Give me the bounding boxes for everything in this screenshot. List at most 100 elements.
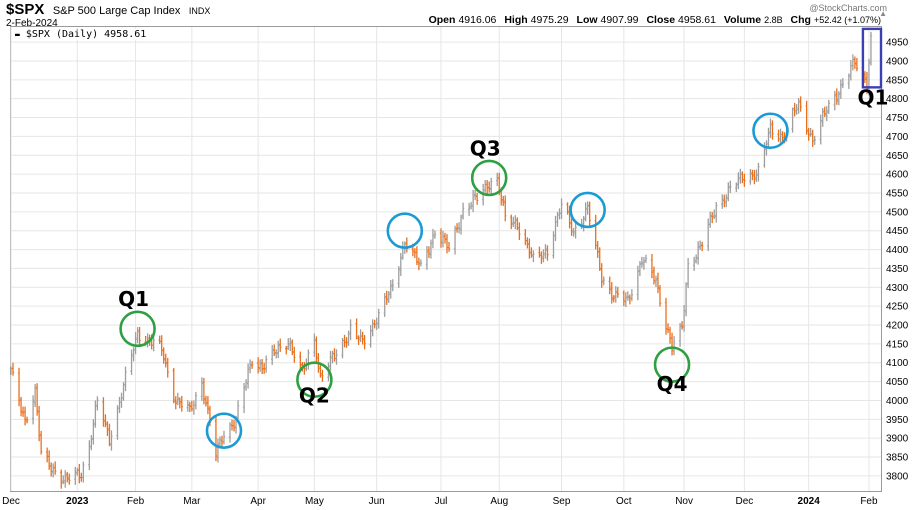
ohlc-readout: Open 4916.06 High 4975.29 Low 4907.99 Close… [424,14,881,26]
x-tick-label-5: May [305,496,324,507]
price-bar [172,367,175,404]
price-bar [528,238,531,259]
price-bar [242,382,246,414]
series-legend: ▬ $SPX (Daily) 4958.61 [13,29,149,40]
price-bar [92,419,95,445]
quarter-label-1: Q2 [299,383,330,407]
price-bar [823,106,826,118]
price-bar [680,321,684,330]
price-bar [439,228,443,248]
y-tick-label-17: 4650 [886,151,909,162]
price-bar [68,473,71,485]
price-bar [246,363,250,389]
price-bar [614,286,617,303]
y-tick-label-14: 4500 [886,207,909,218]
volume-value: 2.8B [764,15,783,25]
price-bar [347,330,350,346]
price-bar [260,358,264,375]
price-bar [725,194,728,208]
price-bar [427,246,431,259]
price-bar [636,265,640,301]
price-bar [275,349,278,359]
price-bar [512,216,515,227]
price-bar [739,168,742,184]
price-bar [795,104,798,115]
price-bar [608,276,611,295]
volume-label: Volume [723,14,762,26]
price-bar [355,318,358,340]
price-bar [825,106,828,121]
price-bar [433,230,437,239]
price-bar [277,340,280,359]
scroll-up-icon[interactable]: ▲ [879,9,887,18]
price-bar [106,421,109,436]
y-tick-label-23: 4950 [886,38,909,49]
price-bar [90,435,93,451]
x-tick-label-7: Jul [435,496,448,507]
y-tick-label-1: 3850 [886,453,909,464]
open-label: Open [428,14,456,26]
price-bar [851,54,855,71]
price-bar [721,194,724,209]
price-bar [357,335,360,345]
price-bar [694,254,698,264]
price-bar [797,98,800,114]
price-bar [642,257,646,270]
price-bar [66,471,69,483]
price-bar [654,275,658,287]
price-bar [819,114,822,145]
price-bar [684,282,688,317]
price-bar [17,367,21,407]
price-bar [202,377,206,405]
price-bar [552,231,555,259]
chart-header: $SPX S&P 500 Large Cap Index INDX [6,1,210,19]
price-bar [542,249,545,263]
price-bar [727,182,730,202]
price-bar [37,405,41,442]
price-bar [108,423,111,447]
price-bar [741,171,744,184]
price-bar [777,129,780,142]
x-tick-label-6: Jun [369,496,385,507]
price-bar [361,331,364,345]
price-bar [853,56,857,69]
price-bar [514,215,517,230]
price-bar [291,339,294,356]
price-bar [544,244,547,259]
price-bar [331,350,334,364]
price-bar [391,279,394,292]
price-bar [369,325,372,348]
price-bar [60,469,63,489]
price-bar [88,440,91,471]
chg-label: Chg [790,14,811,26]
y-tick-label-2: 3900 [886,434,909,445]
price-bar [700,241,704,252]
price-bar [313,333,316,357]
price-bar [530,247,533,258]
price-bar [791,107,794,133]
y-tick-label-15: 4550 [886,188,909,199]
price-bar [122,382,125,401]
price-bar [833,90,836,111]
price-bar [580,218,583,230]
price-bar [232,419,236,432]
y-tick-label-10: 4300 [886,283,909,294]
price-bar [753,169,756,185]
price-bar [767,127,770,148]
price-bar [335,349,338,365]
price-bar [35,383,39,416]
price-bar [445,234,449,254]
price-bar [630,289,634,302]
annotation-circle-6 [653,346,691,383]
price-bar [248,359,252,374]
price-bar [496,172,499,187]
open-value: 4916.06 [458,14,497,26]
chart-type-icon: ▬ [15,30,20,39]
price-bar [23,406,27,426]
price-bar [76,467,79,476]
price-bar [204,395,208,407]
price-bar [343,334,346,348]
y-tick-label-12: 4400 [886,245,909,256]
ticker-symbol: $SPX [6,1,45,18]
price-bar [74,466,77,485]
